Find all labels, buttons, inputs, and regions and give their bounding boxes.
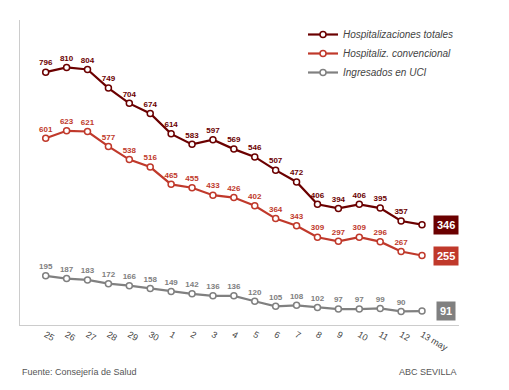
svg-text:357: 357 [394, 207, 408, 216]
svg-text:395: 395 [374, 194, 388, 203]
svg-text:97: 97 [355, 295, 364, 304]
svg-text:Ingresados en UCI: Ingresados en UCI [343, 67, 427, 78]
svg-text:105: 105 [269, 293, 283, 302]
svg-text:Hospitalizaciones totales: Hospitalizaciones totales [343, 29, 453, 40]
svg-text:Hospitaliz. convencional: Hospitaliz. convencional [343, 48, 451, 59]
svg-text:91: 91 [440, 305, 452, 317]
svg-text:Fuente: Consejería de Salud: Fuente: Consejería de Salud [22, 367, 137, 377]
svg-text:804: 804 [81, 56, 95, 65]
svg-text:406: 406 [311, 191, 325, 200]
svg-text:142: 142 [185, 280, 199, 289]
svg-text:11: 11 [377, 329, 390, 342]
svg-text:749: 749 [102, 74, 116, 83]
svg-text:426: 426 [227, 184, 241, 193]
svg-text:ABC SEVILLA: ABC SEVILLA [399, 367, 457, 377]
svg-text:4: 4 [231, 329, 240, 340]
svg-text:26: 26 [63, 329, 77, 343]
svg-text:12: 12 [398, 329, 412, 343]
svg-text:406: 406 [353, 191, 367, 200]
svg-text:136: 136 [227, 282, 241, 291]
svg-text:255: 255 [437, 250, 455, 262]
svg-text:27: 27 [84, 329, 98, 343]
svg-text:472: 472 [290, 168, 304, 177]
svg-text:577: 577 [102, 133, 116, 142]
svg-text:166: 166 [123, 272, 137, 281]
svg-text:309: 309 [311, 223, 325, 232]
svg-text:402: 402 [248, 192, 262, 201]
svg-text:5: 5 [252, 329, 261, 340]
svg-text:195: 195 [39, 262, 53, 271]
svg-text:810: 810 [60, 54, 74, 63]
svg-text:108: 108 [290, 292, 304, 301]
svg-text:546: 546 [248, 143, 262, 152]
svg-text:2: 2 [189, 329, 198, 340]
svg-text:343: 343 [290, 212, 304, 221]
svg-text:3: 3 [210, 329, 219, 340]
svg-text:455: 455 [185, 174, 199, 183]
svg-text:1: 1 [168, 329, 177, 340]
svg-text:172: 172 [102, 270, 116, 279]
svg-text:623: 623 [60, 117, 74, 126]
svg-text:10: 10 [356, 329, 370, 343]
svg-text:99: 99 [376, 295, 385, 304]
svg-text:29: 29 [126, 329, 140, 343]
svg-text:267: 267 [394, 238, 408, 247]
svg-text:149: 149 [164, 278, 178, 287]
svg-text:136: 136 [206, 282, 220, 291]
svg-text:346: 346 [437, 219, 455, 231]
svg-text:621: 621 [81, 118, 95, 127]
svg-text:394: 394 [332, 195, 346, 204]
svg-text:309: 309 [353, 223, 367, 232]
svg-text:7: 7 [293, 329, 302, 340]
svg-text:90: 90 [397, 298, 406, 307]
svg-text:516: 516 [144, 153, 158, 162]
svg-text:9: 9 [335, 329, 344, 340]
svg-text:569: 569 [227, 135, 241, 144]
svg-text:120: 120 [248, 288, 262, 297]
svg-text:704: 704 [123, 90, 137, 99]
svg-text:465: 465 [164, 171, 178, 180]
svg-text:507: 507 [269, 156, 283, 165]
svg-text:297: 297 [332, 228, 346, 237]
svg-text:8: 8 [314, 329, 323, 340]
svg-text:6: 6 [272, 329, 281, 340]
svg-text:433: 433 [206, 181, 220, 190]
svg-text:364: 364 [269, 205, 283, 214]
svg-text:296: 296 [374, 228, 388, 237]
svg-text:30: 30 [147, 329, 161, 343]
svg-text:28: 28 [105, 329, 119, 343]
svg-text:13 may: 13 may [419, 329, 450, 353]
svg-text:597: 597 [206, 126, 220, 135]
svg-text:183: 183 [81, 266, 95, 275]
svg-text:158: 158 [144, 275, 158, 284]
svg-text:674: 674 [144, 100, 158, 109]
svg-text:796: 796 [39, 58, 53, 67]
svg-text:538: 538 [123, 146, 137, 155]
svg-text:97: 97 [334, 295, 343, 304]
svg-text:187: 187 [60, 265, 74, 274]
svg-text:583: 583 [185, 131, 199, 140]
svg-text:25: 25 [42, 329, 56, 343]
svg-text:102: 102 [311, 294, 325, 303]
svg-text:614: 614 [164, 120, 178, 129]
svg-text:601: 601 [39, 125, 53, 134]
